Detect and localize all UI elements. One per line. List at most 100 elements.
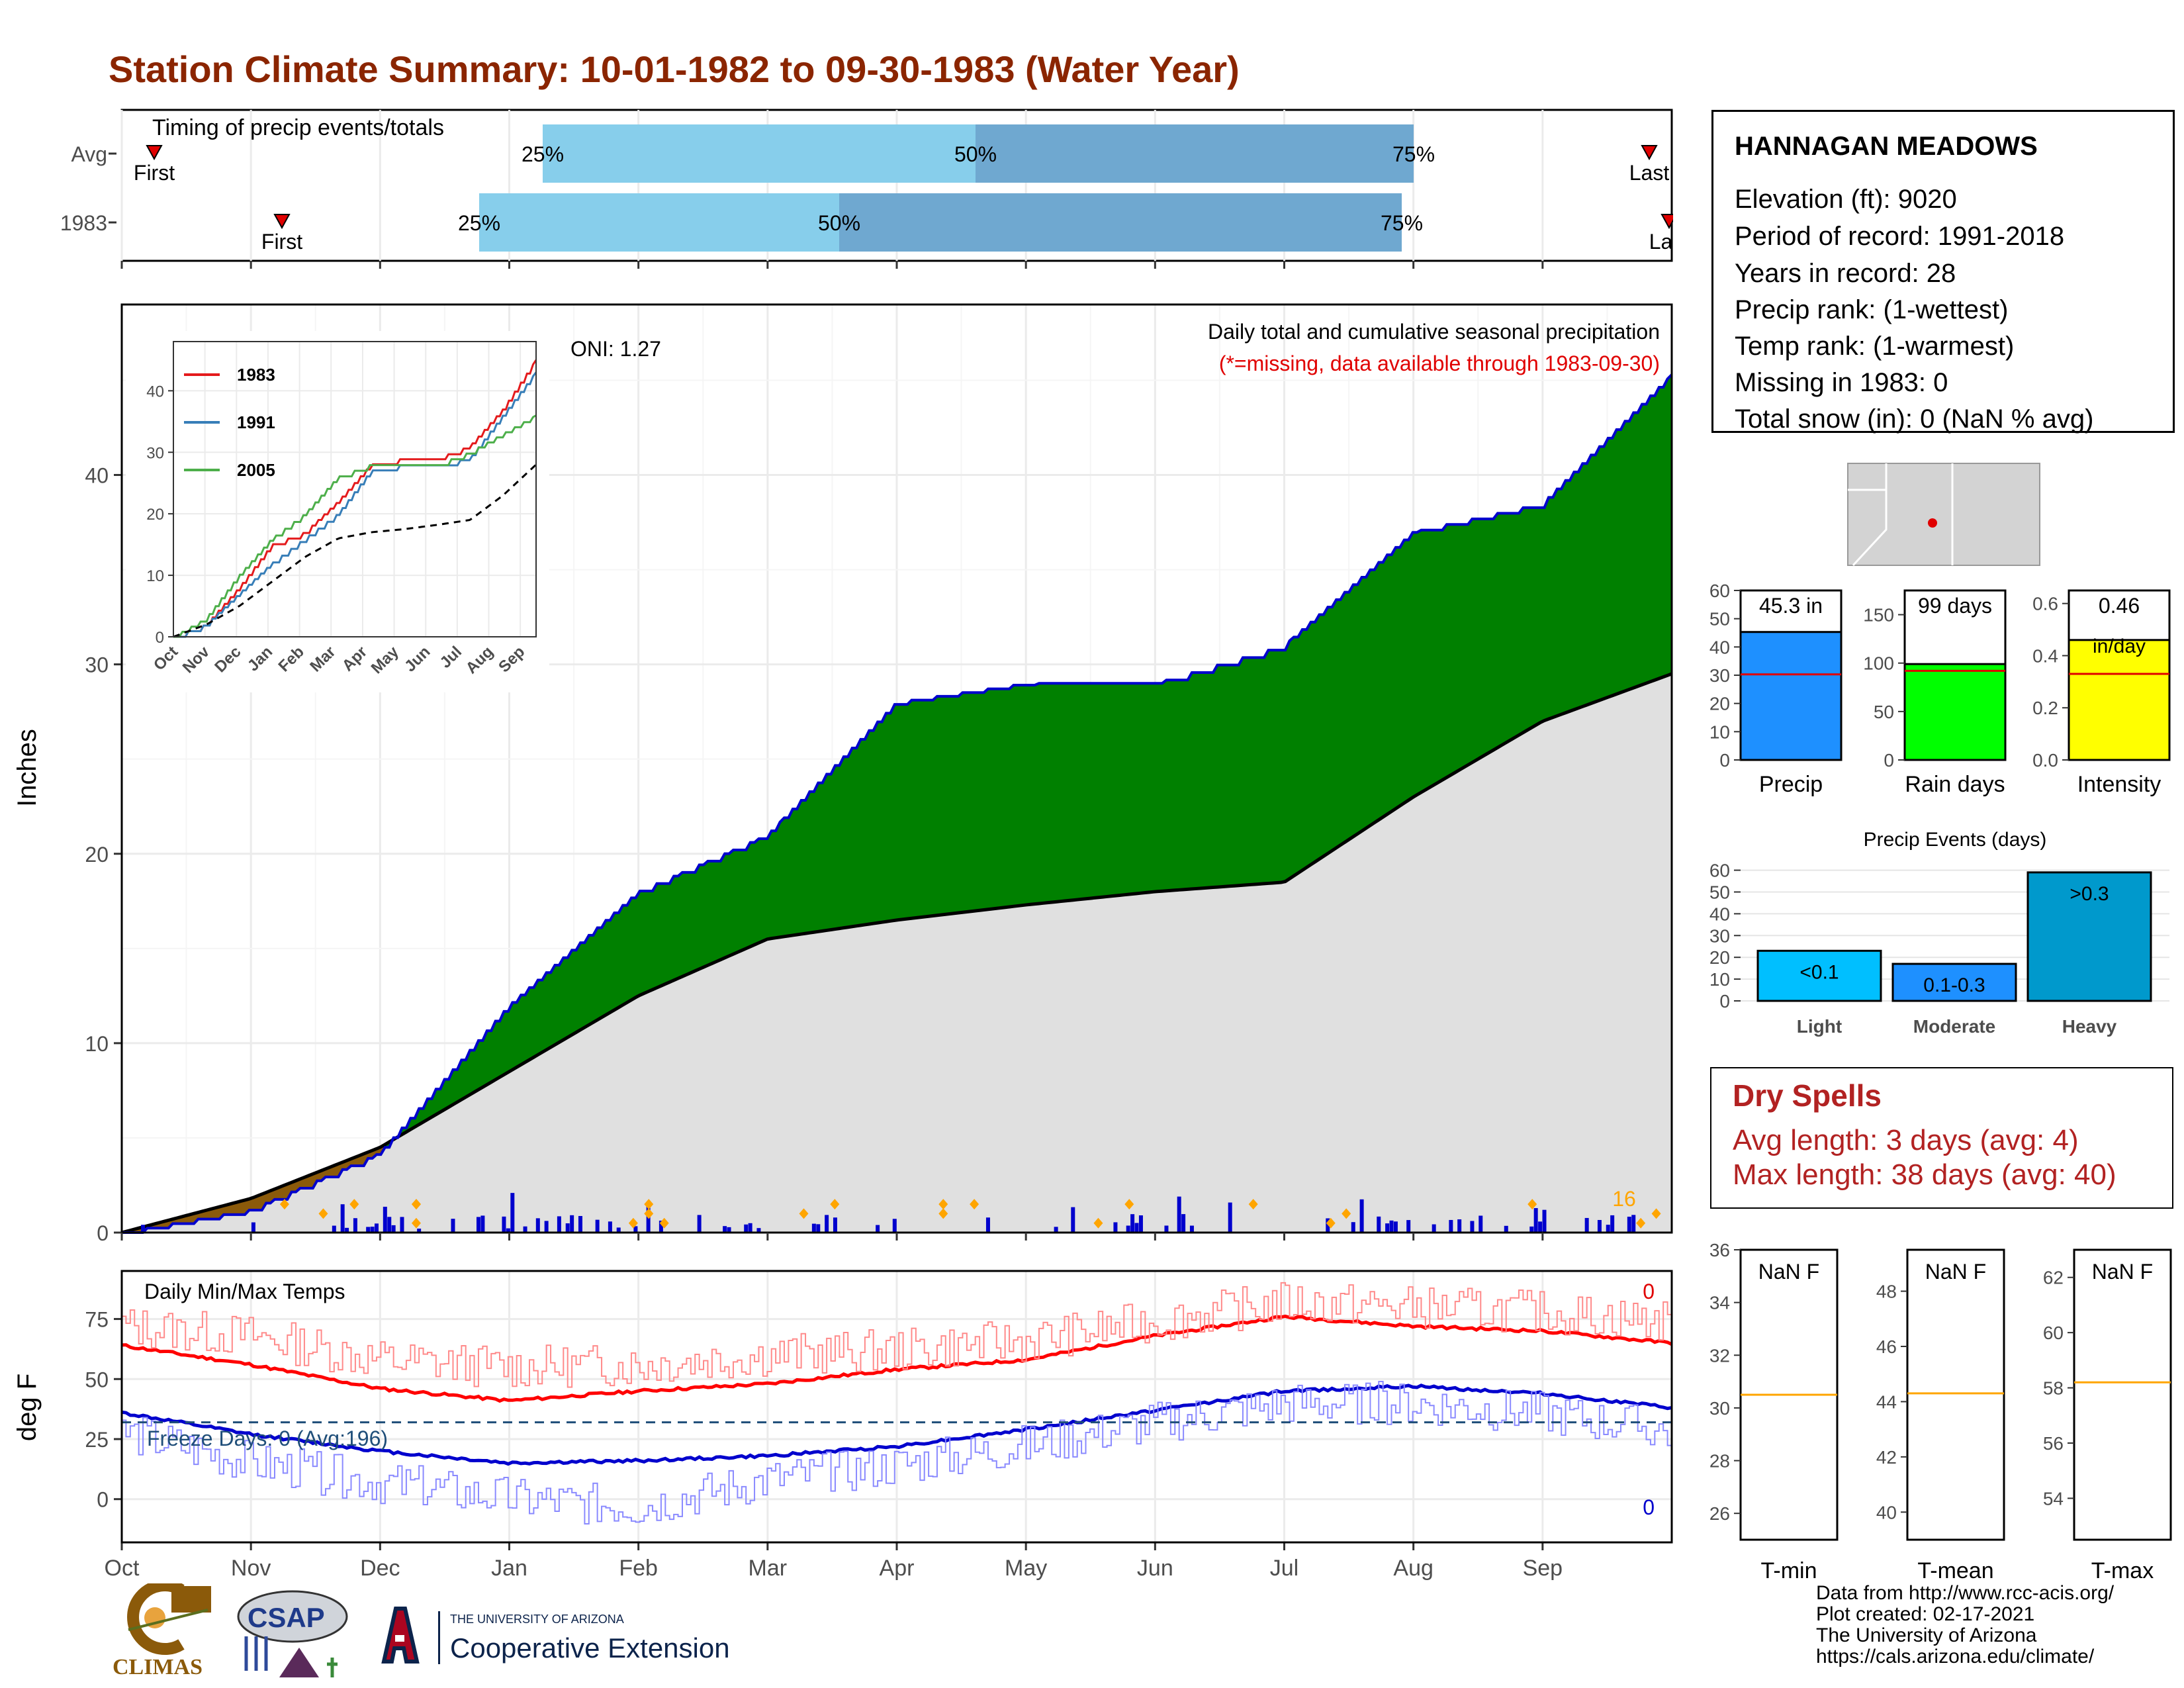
inset-series-line <box>173 371 537 638</box>
timing-bar-first-half <box>479 193 839 252</box>
daily-precip-bar <box>744 1224 749 1233</box>
snow-day-marker-icon <box>1326 1217 1336 1229</box>
temp-box-value: NaN F <box>1758 1260 1819 1284</box>
events-bar <box>1891 962 2017 1002</box>
daily-precip-bar <box>727 1227 731 1233</box>
ua-a-icon <box>381 1607 420 1664</box>
inset-series-line <box>173 414 537 638</box>
events-ytick-label: 20 <box>1709 947 1730 968</box>
climas-wordmark: CLIMAS <box>113 1655 203 1679</box>
inset-bg <box>126 331 549 692</box>
summary-ytick-label: 0.2 <box>2032 698 2058 718</box>
snow-day-marker-icon <box>799 1208 809 1219</box>
daily-precip-bar <box>1393 1221 1398 1233</box>
temp-box-frame <box>1906 1248 2005 1541</box>
daily-precip-bar <box>1326 1218 1330 1233</box>
temp-series-line <box>122 1282 1672 1388</box>
temp-box-label: T-mean <box>1917 1558 1993 1583</box>
inset-ytick-label: 30 <box>146 444 164 462</box>
snow-day-marker-icon <box>411 1217 421 1229</box>
above-avg-precip-area <box>122 374 1672 1233</box>
daily-precip-bar <box>1449 1219 1453 1233</box>
summary-bar <box>1903 663 2007 761</box>
min-count-label: 0 <box>1643 1495 1655 1519</box>
summary-value-label: 99 days <box>1918 594 1992 618</box>
dry-spells-box: Dry Spells Avg length: 3 days (avg: 4) M… <box>1710 1067 2173 1209</box>
temp-box-ytick-label: 44 <box>1876 1391 1897 1412</box>
daily-precip-bar <box>892 1219 897 1233</box>
locator-map-icon <box>1847 463 2040 566</box>
summary-ytick-label: 10 <box>1709 722 1730 742</box>
events-bar <box>2026 871 2152 1002</box>
station-precip-rank: Precip rank: (1-wettest) <box>1735 295 2009 324</box>
daily-precip-bar <box>1457 1219 1462 1233</box>
temp-box-ytick-label: 42 <box>1876 1447 1897 1468</box>
daily-precip-bar <box>1627 1217 1631 1233</box>
snow-day-marker-icon <box>1342 1208 1351 1219</box>
month-label: Sep <box>1523 1556 1563 1581</box>
daily-precip-bar <box>251 1222 255 1233</box>
daily-precip-bar <box>391 1225 396 1233</box>
daily-precip-bar <box>1359 1199 1364 1233</box>
events-ytick-label: 10 <box>1709 969 1730 990</box>
temp-box-label: T-max <box>2091 1558 2154 1583</box>
timing-panel-label: Timing of precip events/totals <box>152 115 444 140</box>
inset-series-line <box>173 359 537 638</box>
daily-precip-bar <box>1432 1224 1436 1233</box>
main-ytick-label: 30 <box>85 653 109 677</box>
summary-value-label: 0.46 <box>2099 594 2140 618</box>
events-ytick-label: 40 <box>1709 904 1730 924</box>
main-ytick-label: 10 <box>85 1032 109 1056</box>
summary-ytick-label: 150 <box>1863 605 1894 626</box>
events-ytick-label: 60 <box>1709 861 1730 881</box>
snow-day-marker-icon <box>938 1208 948 1219</box>
dry-spells-title: Dry Spells <box>1733 1078 1882 1113</box>
dry-spells-avg: Avg length: 3 days (avg: 4) <box>1733 1124 2079 1156</box>
snow-day-marker-icon <box>1248 1199 1258 1210</box>
first-event-marker-icon <box>273 214 291 230</box>
summary-bar <box>2068 639 2171 761</box>
station-elevation: Elevation (ft): 9020 <box>1735 185 1957 214</box>
station-missing: Missing in 1983: 0 <box>1735 368 1948 397</box>
ua-divider <box>438 1611 440 1664</box>
csap-cloud-icon <box>237 1590 348 1677</box>
last-event-marker-icon <box>1661 214 1678 230</box>
daily-precip-bar <box>544 1221 549 1233</box>
oni-label: ONI: 1.27 <box>570 337 661 361</box>
month-label: May <box>1005 1556 1047 1581</box>
temp-ylabel: deg F <box>13 1374 42 1441</box>
month-label: Feb <box>619 1556 658 1581</box>
temp-box-frame <box>2073 1248 2172 1541</box>
snow-day-marker-icon <box>830 1199 840 1210</box>
temp-box-ytick-label: 46 <box>1876 1336 1897 1357</box>
temp-box-ytick-label: 62 <box>2043 1268 2064 1288</box>
temp-box-label: T-min <box>1761 1558 1817 1583</box>
snow-day-marker-icon <box>970 1199 979 1210</box>
summary-ytick-label: 40 <box>1709 637 1730 657</box>
events-ytick-label: 0 <box>1719 991 1730 1011</box>
daily-precip-bar <box>523 1226 527 1233</box>
snow-day-marker-icon <box>1093 1217 1103 1229</box>
first-event-label: First <box>134 161 175 185</box>
daily-precip-bar <box>1113 1222 1118 1233</box>
temp-box-ytick-label: 60 <box>2043 1323 2064 1343</box>
temp-box-ytick-label: 40 <box>1876 1502 1897 1523</box>
inset-ytick-label: 40 <box>146 383 164 400</box>
daily-precip-bar <box>1071 1207 1075 1233</box>
daily-precip-bar <box>595 1219 600 1233</box>
daily-precip-bar <box>1470 1221 1475 1233</box>
inset-frame <box>173 341 537 637</box>
summary-ytick-label: 0.6 <box>2032 594 2058 614</box>
daily-precip-bar <box>502 1216 506 1233</box>
month-label: Apr <box>880 1556 915 1581</box>
daily-precip-bar <box>697 1215 702 1233</box>
main-ytick-label: 40 <box>85 464 109 488</box>
page-title: Station Climate Summary: 10-01-1982 to 0… <box>109 48 1240 90</box>
avg-cumulative-area <box>122 673 1672 1233</box>
daily-precip-bar <box>816 1224 821 1233</box>
main-ytick-label: 0 <box>97 1221 109 1245</box>
daily-precip-bar <box>748 1223 752 1233</box>
main-ytick-label: 20 <box>85 843 109 867</box>
daily-precip-bar <box>510 1193 515 1233</box>
daily-precip-bar <box>578 1215 582 1233</box>
